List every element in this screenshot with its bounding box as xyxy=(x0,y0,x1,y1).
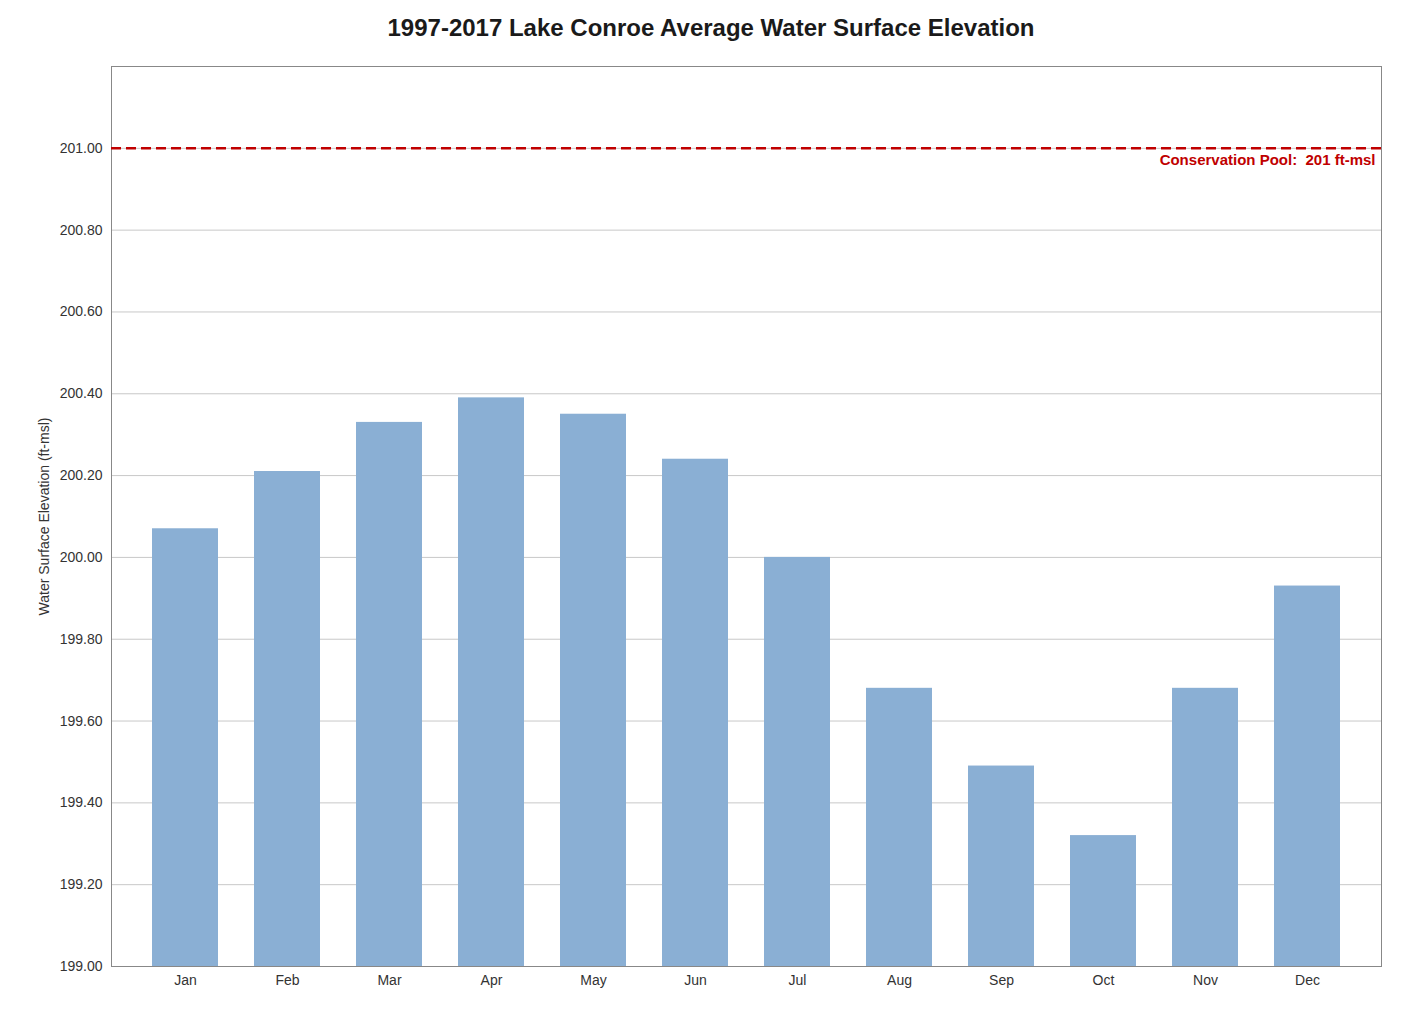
svg-text:200.00: 200.00 xyxy=(60,549,103,565)
svg-text:200.20: 200.20 xyxy=(60,467,103,483)
svg-text:Jun: Jun xyxy=(684,972,707,988)
html-text:1997-2017 Lake Conroe Average: 1997-2017 Lake Conroe Average Water Surf… xyxy=(387,14,1035,41)
svg-text:Sep: Sep xyxy=(989,972,1014,988)
svg-text:Conservation Pool: 201 ft-msl: Conservation Pool: 201 ft-msl xyxy=(1160,151,1376,168)
svg-text:Dec: Dec xyxy=(1295,972,1320,988)
svg-text:199.80: 199.80 xyxy=(60,631,103,647)
svg-text:200.40: 200.40 xyxy=(60,385,103,401)
svg-text:200.60: 200.60 xyxy=(60,303,103,319)
svg-text:199.40: 199.40 xyxy=(60,794,103,810)
svg-text:Nov: Nov xyxy=(1193,972,1218,988)
svg-text:Apr: Apr xyxy=(481,972,503,988)
svg-text:Oct: Oct xyxy=(1093,972,1115,988)
svg-text:Aug: Aug xyxy=(887,972,912,988)
svg-text:201.00: 201.00 xyxy=(60,140,103,156)
svg-text:Mar: Mar xyxy=(377,972,401,988)
svg-text:Feb: Feb xyxy=(275,972,299,988)
svg-text:200.80: 200.80 xyxy=(60,222,103,238)
svg-text:May: May xyxy=(580,972,606,988)
svg-text:199.20: 199.20 xyxy=(60,876,103,892)
svg-text:199.60: 199.60 xyxy=(60,713,103,729)
svg-text:Water Surface Elevation (ft-ms: Water Surface Elevation (ft-msl) xyxy=(36,418,52,616)
svg-text:Jan: Jan xyxy=(174,972,197,988)
svg-text:Jul: Jul xyxy=(789,972,807,988)
svg-text:199.00: 199.00 xyxy=(60,958,103,974)
